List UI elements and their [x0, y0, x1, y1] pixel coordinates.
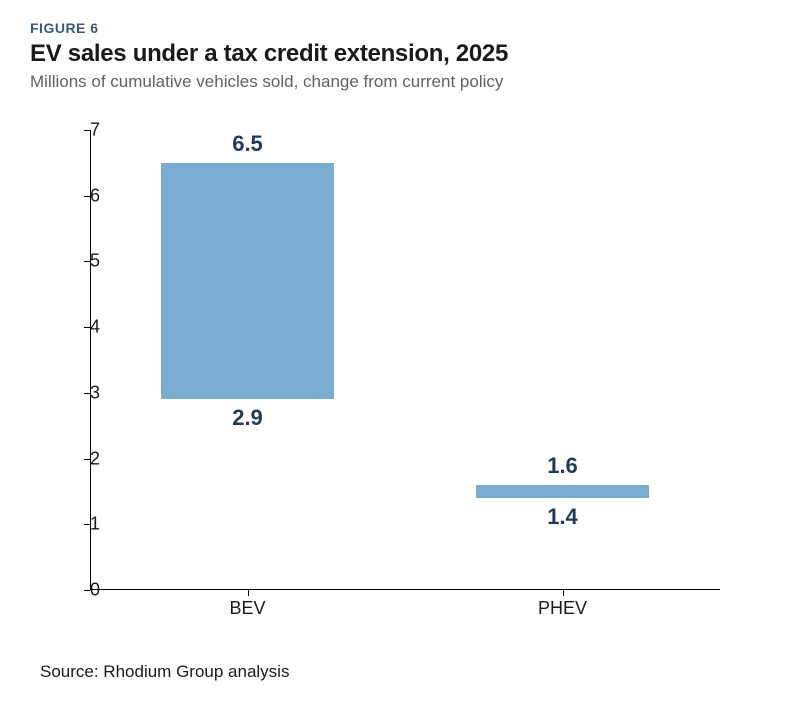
plot-area: 6.5 2.9 1.6 1.4 — [90, 130, 720, 590]
figure-title: EV sales under a tax credit extension, 2… — [30, 40, 760, 68]
data-label-high: 1.6 — [547, 453, 578, 479]
y-axis — [90, 130, 91, 590]
figure-subtitle: Millions of cumulative vehicles sold, ch… — [30, 72, 760, 92]
chart-area: 01234567 6.52.91.61.4 BEVPHEV — [40, 130, 740, 630]
figure-container: FIGURE 6 EV sales under a tax credit ext… — [0, 0, 790, 704]
x-category-label: BEV — [229, 598, 265, 619]
source-text: Source: Rhodium Group analysis — [40, 662, 289, 682]
data-label-low: 2.9 — [232, 405, 263, 431]
y-tick-mark — [84, 590, 90, 591]
y-tick-mark — [84, 393, 90, 394]
data-label-low: 1.4 — [547, 504, 578, 530]
data-label-high: 6.5 — [232, 131, 263, 157]
y-tick-mark — [84, 130, 90, 131]
x-tick-mark — [563, 590, 564, 596]
y-tick-mark — [84, 524, 90, 525]
bar-bev — [161, 163, 334, 400]
bar-phev — [476, 485, 649, 498]
x-tick-mark — [248, 590, 249, 596]
figure-label: FIGURE 6 — [30, 20, 760, 36]
y-tick-mark — [84, 459, 90, 460]
y-tick-mark — [84, 261, 90, 262]
y-tick-mark — [84, 196, 90, 197]
x-category-label: PHEV — [538, 598, 587, 619]
y-tick-mark — [84, 327, 90, 328]
x-axis — [90, 589, 720, 590]
